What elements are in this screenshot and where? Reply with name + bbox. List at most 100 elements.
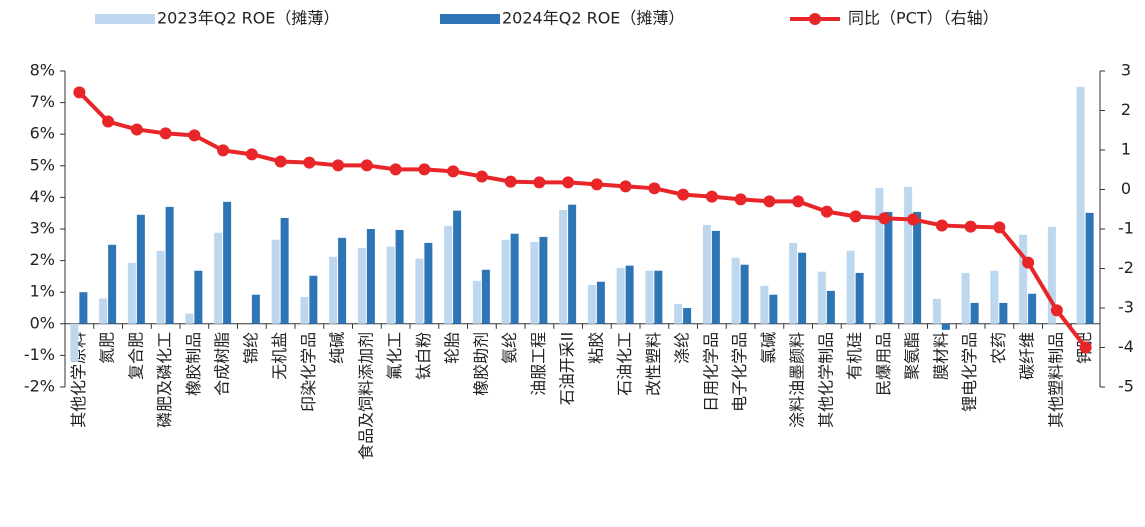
line-marker [130,123,143,136]
bar [731,257,740,324]
bar [530,241,539,324]
bar [970,302,979,324]
bar [1076,86,1085,324]
bar [990,270,999,324]
bar [875,187,884,324]
line-marker [245,148,258,161]
line-marker [705,190,718,203]
bar [999,302,1008,324]
bar [702,224,711,324]
x-tick-label: 碳纤维 [1018,332,1037,380]
x-tick-label: 聚氨酯 [903,332,922,380]
line-marker [504,175,517,188]
y2-tick-label: -1 [1118,219,1134,238]
line-marker [734,193,747,206]
bar [214,232,223,324]
line-marker [332,159,345,172]
bar [444,225,453,324]
x-tick-label: 其他塑料制品 [1046,332,1065,428]
x-tick-label: 氮肥 [98,332,117,364]
bar [559,210,568,324]
x-tick-label: 膜材料 [931,332,950,380]
bar [625,265,634,324]
bar [300,296,309,324]
line-marker [1079,341,1092,354]
line-marker [1022,256,1035,269]
line-marker [303,156,316,169]
y-tick-label: 7% [30,92,55,111]
bar [424,242,433,324]
line-marker [274,155,287,168]
bar [395,229,404,324]
bar [510,233,519,324]
bar [789,242,798,324]
y-tick-label: 4% [30,187,55,206]
bar [1028,293,1037,324]
y2-tick-label: -3 [1118,298,1134,317]
y2-tick-label: -2 [1118,258,1134,277]
y-tick-label: 3% [30,219,55,238]
line-marker [619,180,632,193]
bar [961,272,970,324]
line-marker [1050,304,1063,317]
x-tick-label: 涂料油墨颜料 [788,332,807,428]
x-tick-label: 合成树脂 [213,332,232,396]
legend-label: 2024年Q2 ROE（摊薄） [502,9,684,28]
legend-swatch [809,13,821,25]
line-marker [159,127,172,140]
bar [136,214,145,324]
y-tick-label: 1% [30,282,55,301]
x-tick-label: 橡胶制品 [184,332,203,396]
bar [309,275,318,324]
bar [568,204,577,324]
bar [165,206,174,324]
x-tick-label: 氟化工 [385,332,404,380]
bar [386,246,395,324]
bar [251,294,260,324]
bar [1085,212,1094,324]
x-tick-label: 锦纶 [241,332,260,364]
bar [194,270,203,324]
bar [99,298,108,324]
x-tick-label: 氨纶 [500,332,519,364]
y-tick-label: 8% [30,61,55,80]
bar [472,280,481,324]
y2-tick-label: -5 [1118,377,1134,396]
bar [329,256,338,324]
y-tick-label: -1% [24,345,55,364]
x-tick-label: 锂电化学品 [960,332,979,412]
line-marker [935,219,948,232]
x-tick-label: 有机硅 [845,332,864,380]
x-tick-label: 纯碱 [328,332,347,364]
bar [415,258,424,324]
bar [654,270,663,324]
x-tick-label: 复合肥 [126,332,145,380]
x-tick-label: 食品及饲料添加剂 [356,332,375,460]
x-tick-label: 印染化学品 [299,332,318,412]
line-marker [217,144,230,157]
bar [932,298,941,324]
x-tick-label: 石油开采II [558,332,577,405]
x-tick-label: 电子化学品 [730,332,749,412]
bar [760,285,769,324]
bar [645,270,654,324]
bar [223,201,232,324]
x-tick-label: 农药 [989,332,1008,364]
y2-tick-label: 3 [1121,61,1131,80]
x-tick-label: 日用化学品 [701,332,720,412]
y-tick-label: -2% [24,377,55,396]
bar [501,239,510,324]
y-tick-label: 2% [30,250,55,269]
bar [798,252,807,324]
bar [855,272,864,324]
bar [357,247,366,324]
line-marker [562,176,575,189]
line-marker [820,205,833,218]
bar [941,323,950,330]
bar [79,292,88,324]
bar [884,211,893,324]
bar [70,323,79,362]
bar [481,269,490,324]
line-marker [677,188,690,201]
y2-tick-label: 0 [1121,179,1131,198]
